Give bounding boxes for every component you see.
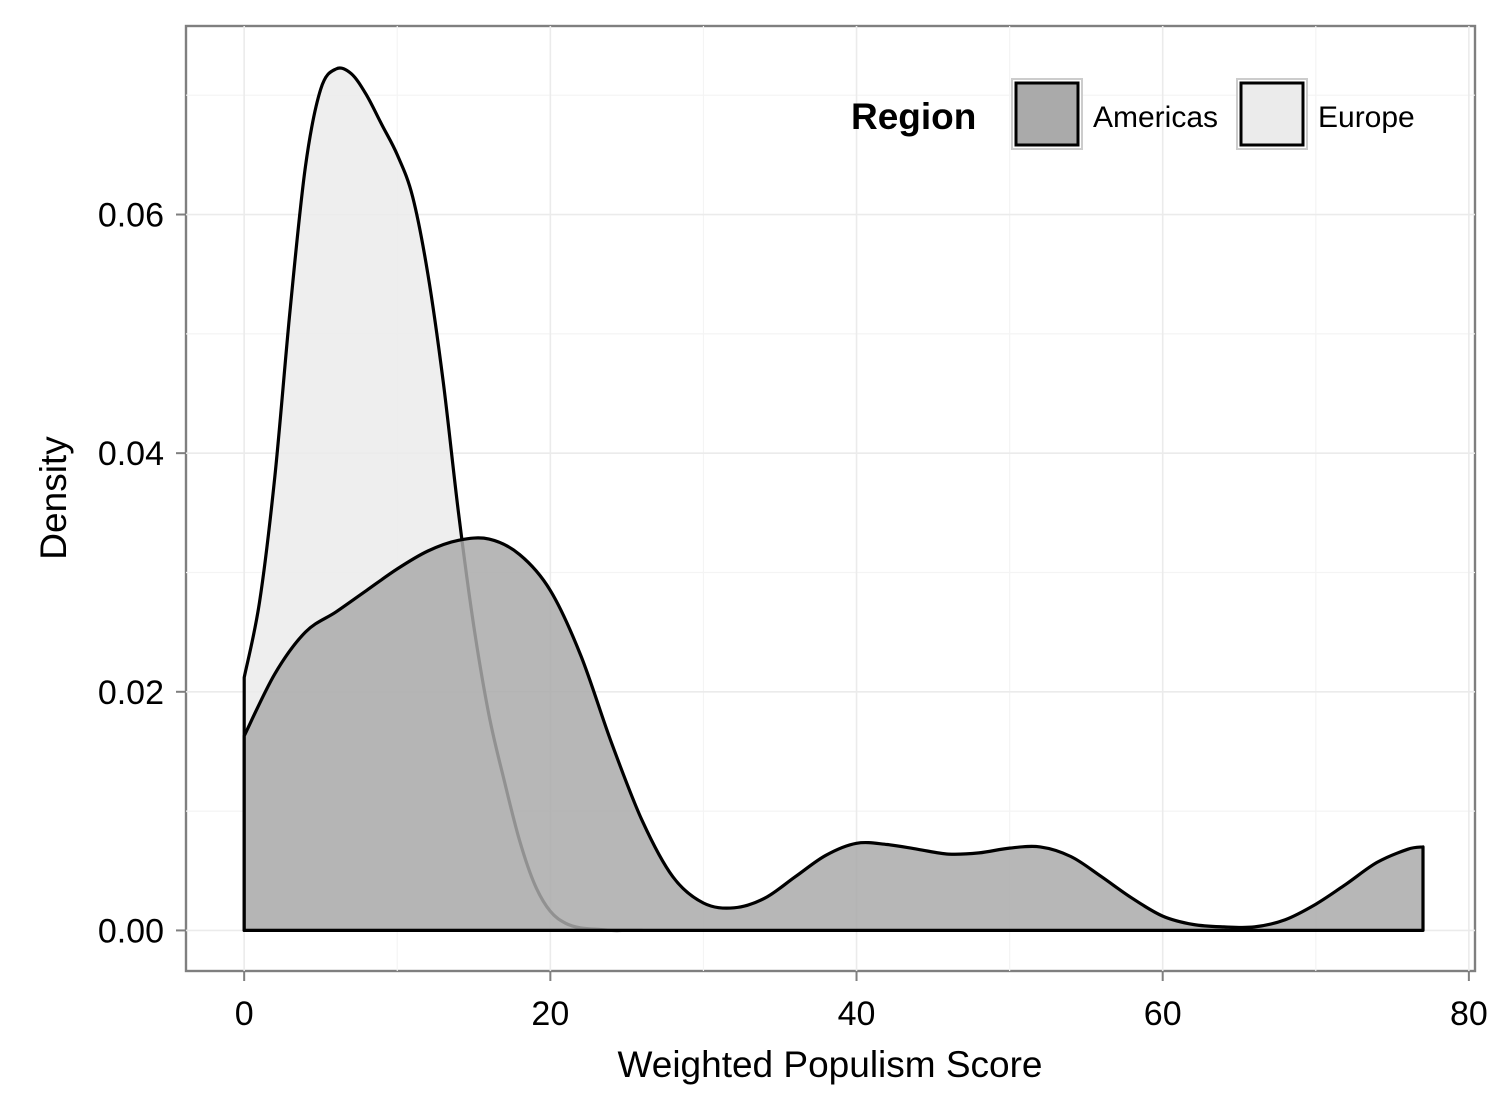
density-areas xyxy=(242,66,1425,933)
y-tick-label: 0.06 xyxy=(98,197,164,235)
x-axis: 0 20 40 60 80 xyxy=(235,971,1488,1033)
density-area-americas xyxy=(242,536,1425,932)
y-tick-label: 0.04 xyxy=(98,435,164,473)
x-tick-label: 0 xyxy=(235,995,254,1033)
y-tick-label: 0.00 xyxy=(98,912,164,950)
legend-label-europe: Europe xyxy=(1318,101,1415,134)
legend-swatch-europe xyxy=(1239,81,1305,147)
x-tick-label: 80 xyxy=(1450,995,1488,1033)
x-tick-label: 40 xyxy=(838,995,876,1033)
y-axis-title: Density xyxy=(33,436,74,560)
x-tick-label: 60 xyxy=(1144,995,1182,1033)
legend-title: Region xyxy=(851,96,976,137)
x-axis-title: Weighted Populism Score xyxy=(617,1044,1042,1085)
legend-swatch-americas xyxy=(1014,81,1080,147)
y-tick-label: 0.02 xyxy=(98,674,164,712)
x-tick-label: 20 xyxy=(531,995,569,1033)
y-axis: 0.00 0.02 0.04 0.06 xyxy=(98,197,186,950)
legend-label-americas: Americas xyxy=(1093,101,1218,134)
legend: Region Americas Europe xyxy=(851,78,1415,150)
